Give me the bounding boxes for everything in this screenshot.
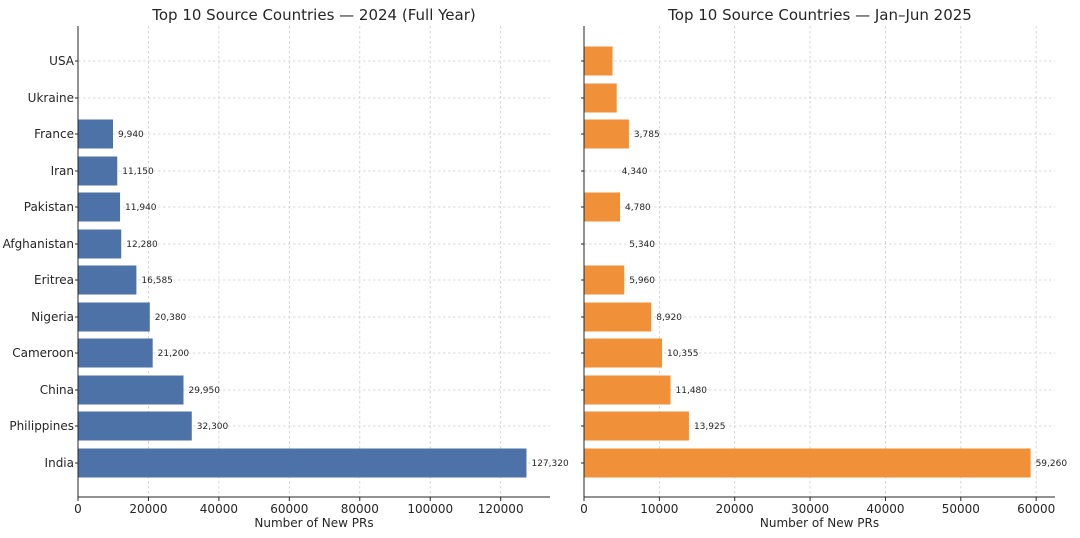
- x-tick-label: 20000: [716, 502, 754, 516]
- x-tick-label: 40000: [866, 502, 904, 516]
- category-label: India: [45, 456, 74, 470]
- x-tick-label: 30000: [791, 502, 829, 516]
- data-label: 20,380: [155, 313, 187, 323]
- bar-france: [584, 119, 629, 149]
- category-label: Nigeria: [31, 310, 74, 324]
- category-label: Ukraine: [28, 91, 74, 105]
- data-label: 4,340: [622, 167, 648, 177]
- bar-usa: [584, 46, 613, 76]
- x-tick-label: 60000: [270, 502, 308, 516]
- bar-afghanistan: [78, 229, 122, 259]
- data-label: 10,355: [667, 349, 699, 359]
- bar-ukraine: [584, 83, 617, 113]
- data-label: 8,920: [656, 313, 682, 323]
- chart-panel-1: 127,320 32,300 29,950 21,200 20,380 16,585 12,…: [3, 6, 569, 530]
- data-label: 127,320: [531, 459, 568, 469]
- chart-panel-2: 59,260 13,925 11,480 10,355 8,920 5,960 5,340 4…: [580, 6, 1067, 530]
- bar-iran: [78, 156, 118, 186]
- chart-title: Top 10 Source Countries — 2024 (Full Yea…: [151, 6, 476, 24]
- bar-china: [584, 375, 671, 405]
- data-label: 59,260: [1036, 459, 1068, 469]
- bar-pakistan: [78, 192, 121, 222]
- chart-title: Top 10 Source Countries — Jan–Jun 2025: [667, 6, 972, 24]
- data-label: 11,940: [125, 203, 157, 213]
- bar-nigeria: [78, 302, 150, 332]
- data-label: 4,780: [625, 203, 651, 213]
- category-label: Iran: [51, 164, 74, 178]
- bar-cameroon: [78, 338, 153, 368]
- x-axis-label: Number of New PRs: [254, 516, 373, 530]
- category-label: Afghanistan: [3, 237, 74, 251]
- data-label: 21,200: [158, 349, 190, 359]
- bar-india: [584, 448, 1031, 478]
- bar-cameroon: [584, 338, 663, 368]
- bar-eritrea: [78, 265, 137, 295]
- x-tick-label: 10000: [640, 502, 678, 516]
- x-tick-label: 40000: [200, 502, 238, 516]
- x-tick-label: 60000: [1017, 502, 1055, 516]
- x-tick-label: 100000: [407, 502, 453, 516]
- data-label: 5,340: [629, 240, 655, 250]
- x-tick-label: 120000: [478, 502, 524, 516]
- data-label: 5,960: [629, 276, 655, 286]
- bar-eritrea: [584, 265, 625, 295]
- category-label: Philippines: [9, 419, 74, 433]
- data-label: 9,940: [118, 130, 144, 140]
- data-label: 12,280: [126, 240, 158, 250]
- bar-nigeria: [584, 302, 652, 332]
- bar-china: [78, 375, 184, 405]
- x-tick-label: 80000: [341, 502, 379, 516]
- bar-india: [78, 448, 527, 478]
- data-label: 32,300: [197, 422, 229, 432]
- data-label: 3,785: [634, 130, 660, 140]
- x-tick-label: 50000: [942, 502, 980, 516]
- data-label: 16,585: [141, 276, 173, 286]
- bar-pakistan: [584, 192, 621, 222]
- bar-philippines: [584, 411, 689, 441]
- category-label: Pakistan: [24, 200, 74, 214]
- x-tick-label: 20000: [129, 502, 167, 516]
- data-label: 13,925: [694, 422, 726, 432]
- category-label: USA: [49, 54, 75, 68]
- x-axis-label: Number of New PRs: [760, 516, 879, 530]
- bar-france: [78, 119, 114, 149]
- bar-philippines: [78, 411, 192, 441]
- x-tick-label: 0: [580, 502, 588, 516]
- data-label: 11,480: [676, 386, 708, 396]
- category-label: France: [34, 127, 74, 141]
- category-label: Eritrea: [34, 273, 74, 287]
- data-label: 29,950: [188, 386, 220, 396]
- category-label: Cameroon: [12, 346, 74, 360]
- category-label: China: [40, 383, 74, 397]
- x-tick-label: 0: [74, 502, 82, 516]
- data-label: 11,150: [122, 167, 154, 177]
